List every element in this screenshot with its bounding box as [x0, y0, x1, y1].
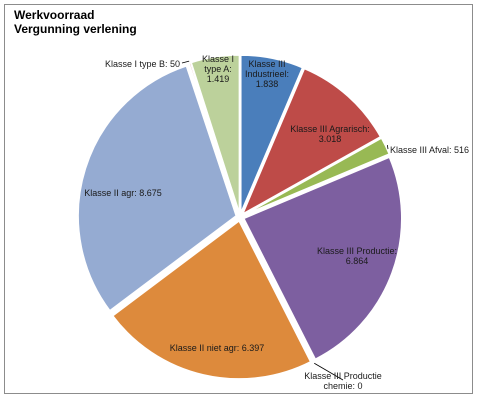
pie-slice	[240, 54, 304, 214]
pie-slice	[111, 219, 312, 380]
slice-label: Klasse III Productie: 6.864	[317, 246, 397, 266]
slice-label: Klasse I type B: 50	[105, 59, 180, 69]
slice-label: Klasse III Industrieel: 1.838	[245, 59, 289, 89]
leader-line	[314, 362, 344, 381]
pie-slice	[241, 67, 382, 216]
pie-slice	[242, 156, 403, 361]
slice-label: Klasse III Afval: 516	[390, 145, 469, 155]
leader-line	[386, 144, 389, 150]
slice-label: Klasse II agr: 8.675	[84, 188, 162, 198]
chart-title: Werkvoorraad	[14, 8, 95, 22]
pie-slice	[190, 54, 241, 214]
slice-label: Klasse III Agrarisch: 3.018	[290, 124, 370, 144]
chart-title-block: Werkvoorraad Vergunning verlening	[14, 8, 137, 36]
pie-slice	[77, 64, 238, 312]
chart-subtitle: Vergunning verlening	[14, 22, 137, 36]
leader-line	[181, 60, 190, 64]
pie-slice	[243, 137, 391, 216]
slice-label: Klasse II niet agr: 6.397	[170, 343, 265, 353]
slice-label: Klasse III Productie chemie: 0	[304, 371, 382, 391]
